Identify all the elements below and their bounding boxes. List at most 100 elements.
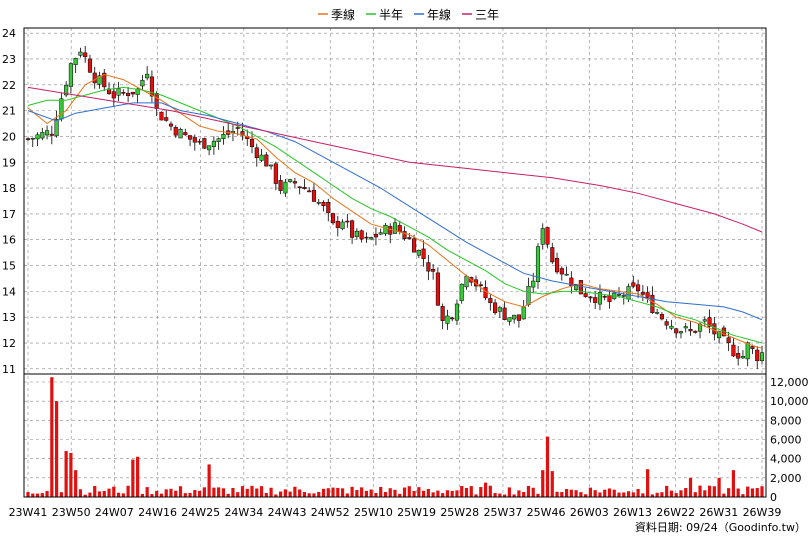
candle-body (307, 190, 312, 193)
volume-bar (665, 485, 669, 497)
candle-body (412, 238, 417, 253)
candle-body (202, 138, 207, 149)
volume-bar (164, 489, 168, 497)
volume-bar (488, 485, 492, 497)
candle-body (302, 187, 307, 189)
volume-bar (479, 487, 483, 497)
volume-bar (560, 492, 564, 497)
candle-body (130, 91, 135, 95)
candle-body (493, 302, 498, 314)
candle-body (369, 237, 374, 240)
price-tick-label: 12 (2, 337, 16, 350)
volume-bar (231, 487, 235, 497)
volume-bar (393, 489, 397, 497)
volume-bar (131, 459, 135, 497)
candle-body (597, 292, 602, 305)
x-tick-label: 23W50 (52, 506, 91, 519)
price-tick-label: 24 (2, 27, 16, 40)
candle-body (92, 72, 97, 84)
volume-tick-label: 4,000 (770, 453, 802, 466)
candle-body (97, 75, 102, 85)
volume-bar (441, 493, 445, 497)
price-tick-label: 21 (2, 105, 16, 118)
volume-bar (298, 489, 302, 497)
volume-bar (340, 488, 345, 497)
volume-bar (526, 485, 531, 497)
volume-bar (40, 493, 44, 497)
volume-bar (707, 485, 712, 497)
candle-body (578, 280, 583, 295)
volume-bar (317, 491, 321, 497)
candle-body (473, 279, 479, 287)
candle-body (497, 307, 502, 312)
volume-bar (755, 488, 759, 497)
candle-body (631, 282, 636, 287)
candle-body (340, 221, 345, 230)
volume-bar (493, 493, 497, 497)
volume-bar (150, 494, 154, 497)
volume-bar (641, 493, 645, 497)
candle-body (269, 164, 274, 167)
volume-bar (212, 487, 216, 497)
volume-bar (617, 492, 621, 497)
volume-bar (674, 493, 678, 497)
candle-body (330, 213, 336, 224)
volume-bar (236, 492, 240, 497)
price-tick-label: 16 (2, 234, 16, 247)
volume-bar (722, 493, 726, 497)
candle-body (702, 319, 707, 322)
volume-bar (178, 486, 183, 497)
candle-body (183, 132, 188, 136)
volume-tick-label: 0 (770, 491, 777, 504)
volume-bar (531, 487, 535, 497)
volume-bar (350, 486, 354, 497)
candle-body (512, 314, 517, 320)
volume-bar (450, 490, 454, 497)
candle-body (531, 280, 536, 288)
x-tick-label: 25W10 (354, 506, 393, 519)
x-tick-label: 25W19 (397, 506, 436, 519)
volume-bar (269, 487, 273, 497)
volume-bar (145, 487, 149, 497)
volume-bar (159, 493, 164, 497)
candle-body (30, 137, 35, 140)
volume-bar (717, 477, 721, 497)
volume-bar (679, 490, 683, 497)
volume-bar (536, 493, 540, 497)
volume-bar (188, 492, 192, 497)
volume-bar (64, 451, 68, 497)
volume-bar (279, 491, 283, 497)
volume-bar (407, 486, 411, 497)
x-tick-label: 25W37 (484, 506, 523, 519)
candle-body (645, 292, 650, 298)
candle-body (359, 230, 364, 240)
candle-body (435, 272, 440, 306)
volume-bar (483, 482, 488, 497)
candle-body (278, 180, 283, 191)
volume-bar (727, 488, 731, 497)
volume-bar (54, 401, 59, 497)
price-tick-label: 13 (2, 311, 16, 324)
volume-bar (121, 493, 125, 497)
candle-body (750, 346, 755, 349)
volume-bar (503, 494, 507, 497)
volume-bar (598, 492, 602, 497)
candle-body (345, 220, 350, 223)
volume-bar (302, 492, 307, 497)
candle-body (102, 72, 107, 88)
candle-body (392, 222, 398, 234)
volume-bar (155, 490, 159, 497)
volume-bar (59, 492, 63, 497)
x-tick-label: 26W39 (743, 506, 782, 519)
candle-body (126, 92, 131, 96)
volume-bar (140, 493, 144, 497)
candle-body (40, 132, 45, 139)
candle-body (121, 92, 126, 94)
volume-pane-frame (23, 373, 767, 498)
volume-bar (464, 487, 469, 497)
x-tick-label: 24W52 (311, 506, 350, 519)
candle-body (564, 273, 569, 276)
candle-body (636, 284, 641, 292)
candle-body (674, 328, 679, 334)
volume-bar (455, 490, 459, 497)
